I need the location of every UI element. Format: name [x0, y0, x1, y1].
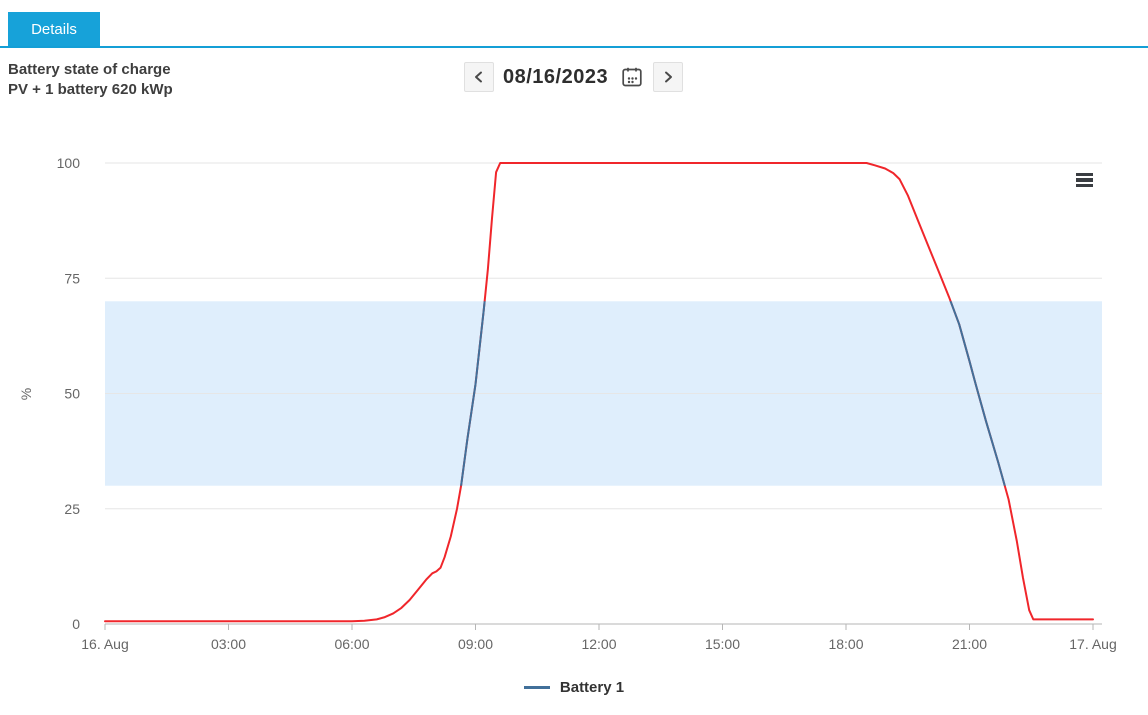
legend-item-battery1[interactable]: Battery 1: [523, 679, 625, 696]
previous-day-button[interactable]: [464, 62, 494, 92]
next-day-button[interactable]: [653, 62, 684, 92]
series-line-in-band: [460, 301, 1006, 486]
calendar-button[interactable]: [620, 65, 644, 89]
x-axis-label: 12:00: [581, 636, 616, 652]
legend-line-swatch: [523, 686, 550, 689]
y-axis-label: 100: [57, 155, 81, 171]
y-axis-title: %: [18, 388, 34, 400]
x-axis-label: 09:00: [458, 636, 493, 652]
chart-title: Battery state of charge: [8, 61, 171, 78]
date-display[interactable]: 08/16/2023: [503, 65, 609, 88]
x-axis-label: 03:00: [211, 636, 246, 652]
chevron-right-icon: [665, 71, 673, 83]
hamburger-menu-icon: [1076, 183, 1093, 188]
x-axis-label: 18:00: [828, 636, 863, 652]
chart-title-block: Battery state of charge PV + 1 battery 6…: [8, 60, 173, 100]
calendar-icon: [622, 67, 642, 87]
x-axis-label: 16. Aug: [81, 636, 129, 652]
y-axis-label: 25: [64, 501, 80, 517]
y-axis-label: 50: [64, 386, 80, 402]
x-axis-label: 06:00: [334, 636, 369, 652]
tab-details[interactable]: Details: [8, 12, 100, 46]
y-axis-label: 75: [64, 270, 80, 286]
date-navigation: 08/16/2023: [464, 61, 684, 93]
hamburger-menu-icon: [1076, 178, 1093, 182]
chart-subtitle: PV + 1 battery 620 kWp: [8, 81, 173, 98]
x-axis-label: 21:00: [952, 636, 987, 652]
x-axis-label: 15:00: [705, 636, 740, 652]
tab-bar-underline: [0, 46, 1148, 48]
y-axis-label: 0: [72, 616, 80, 632]
legend-label: Battery 1: [559, 679, 625, 696]
chart-legend: Battery 1: [0, 679, 1148, 696]
chart-context-menu-button[interactable]: [1072, 168, 1098, 192]
chevron-left-icon: [475, 71, 482, 83]
x-axis-label: 17. Aug: [1069, 636, 1117, 652]
hamburger-menu-icon: [1076, 172, 1093, 177]
